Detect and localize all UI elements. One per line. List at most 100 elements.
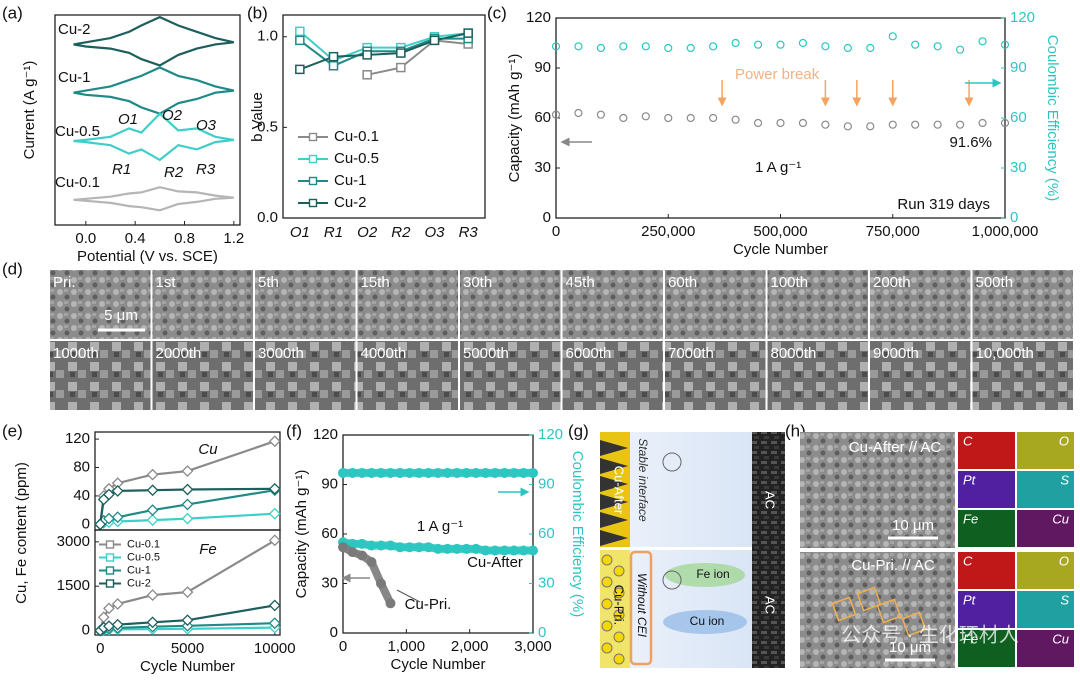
legend-label: Cu-1 [334, 172, 367, 189]
crystal [600, 458, 628, 474]
marker [955, 120, 965, 129]
particle [613, 653, 625, 665]
sem-tile [460, 270, 561, 339]
x-tick-label: R2 [391, 224, 411, 241]
marker [111, 485, 124, 497]
scale-label: 5 μm [104, 307, 138, 324]
curve-label: Cu-0.1 [55, 174, 100, 191]
sem-tile [665, 270, 766, 339]
particle [601, 642, 613, 654]
marker [362, 50, 372, 60]
marker [911, 120, 920, 129]
marker [798, 38, 808, 48]
x-tick-label: O3 [424, 224, 445, 241]
particle [613, 609, 625, 621]
marker [641, 42, 650, 51]
marker [181, 483, 194, 496]
marker [798, 118, 808, 128]
series-line [299, 32, 469, 71]
y-tick-label: 80 [73, 458, 90, 475]
series-line [73, 112, 234, 162]
x-axis-label: Potential (V vs. SCE) [77, 248, 218, 265]
marker [181, 614, 194, 627]
x-tick-label: 2,000 [451, 638, 489, 655]
y2-tick-label: 90 [538, 475, 555, 492]
crystal [600, 530, 628, 546]
marker [596, 43, 606, 53]
scheme-text: Stable interface [636, 438, 650, 522]
x-tick-label: R3 [459, 224, 479, 241]
marker [709, 113, 718, 123]
sem-image [800, 432, 955, 548]
marker [94, 518, 107, 531]
annotation: 1 A g⁻¹ [755, 159, 801, 176]
x-tick-label: 0.4 [125, 230, 146, 247]
marker [866, 43, 875, 53]
panel-label: (b) [247, 3, 268, 22]
marker [911, 40, 920, 49]
marker [295, 64, 305, 75]
scheme-text: Without CEI [635, 573, 649, 638]
particle [601, 554, 613, 566]
y-tick-label: 0 [82, 622, 90, 639]
sem-tile [972, 341, 1073, 410]
marker [933, 42, 942, 51]
scheme-text: Cu-After [612, 466, 627, 515]
sem-tile [152, 270, 253, 339]
marker [103, 602, 115, 615]
legend-marker [308, 198, 318, 208]
annotation: Cu [198, 441, 218, 458]
element-label: S [1060, 472, 1069, 487]
marker [596, 110, 606, 119]
legend-marker [308, 132, 318, 142]
y-tick-label: 3000 [57, 533, 90, 550]
marker [146, 484, 159, 497]
annotation: R3 [196, 161, 216, 178]
x-tick-label: 1.2 [223, 230, 244, 247]
element-map [958, 552, 1015, 589]
marker [1000, 40, 1010, 49]
marker [268, 599, 281, 612]
element-label: Cu [1052, 631, 1069, 646]
marker [181, 586, 194, 599]
face [662, 570, 682, 590]
marker [295, 26, 305, 37]
legend-marker [308, 176, 318, 186]
tile-label: 100th [771, 274, 809, 291]
panel-label: (e) [2, 421, 23, 440]
ion-cloud [665, 563, 745, 587]
panel-label: (d) [2, 259, 23, 278]
x-axis-label: Cycle Number [733, 241, 828, 258]
sem-tile [562, 270, 663, 339]
legend-label: Cu-0.5 [127, 551, 160, 563]
x-tick-label: 5000 [171, 640, 204, 657]
marker [111, 598, 124, 610]
series-line [73, 66, 235, 115]
sem-tile [562, 341, 663, 410]
marker [146, 616, 159, 629]
scale-label: 10 μm [889, 639, 931, 656]
curve-label: Cu-1 [58, 69, 91, 86]
element-map [1017, 510, 1074, 547]
annotation: Power break [735, 66, 820, 83]
sem-tile [870, 270, 971, 339]
tile-label: 500th [976, 274, 1014, 291]
y-tick-label: 0 [543, 209, 551, 226]
plot-frame [54, 14, 241, 226]
x-tick-label: 0.0 [75, 230, 96, 247]
marker [146, 589, 159, 601]
tile-label: 8000th [771, 345, 817, 362]
y2-tick-label: 0 [1010, 209, 1018, 226]
point-band [339, 543, 395, 608]
marker [978, 118, 987, 128]
marker [843, 43, 852, 53]
tile-label: 6000th [566, 345, 612, 362]
annotation: Cu-Pri. [405, 596, 452, 613]
marker [776, 40, 785, 49]
crystal [600, 512, 628, 528]
y2-axis-label: Coulombic Efficiency (%) [569, 451, 586, 617]
tile-label: 7000th [668, 345, 714, 362]
marker [328, 61, 339, 71]
marker [753, 118, 763, 128]
x-axis-label: Cycle Number [140, 658, 235, 675]
